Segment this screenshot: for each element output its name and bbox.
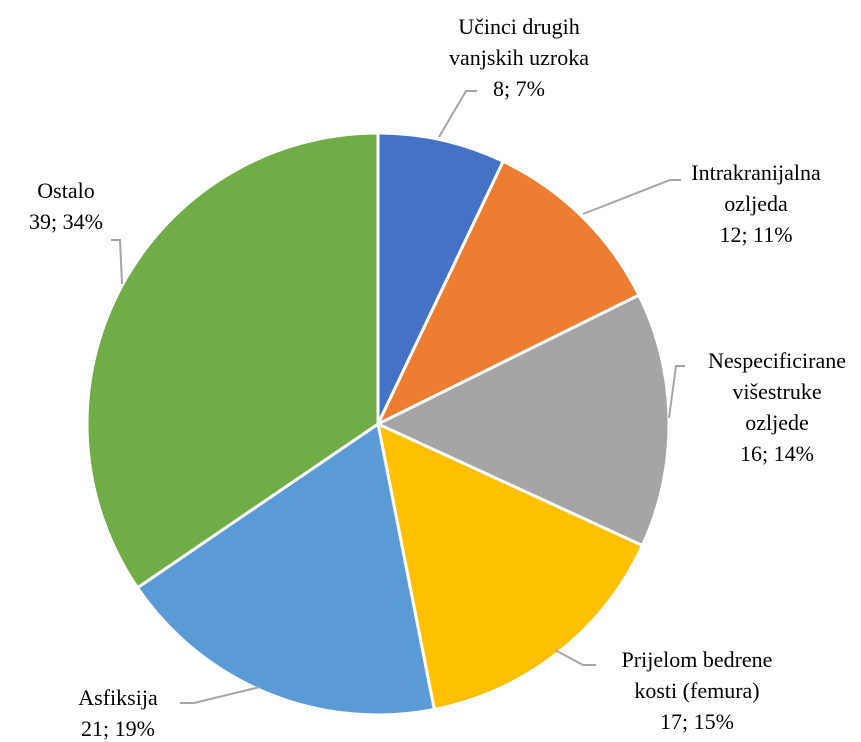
pie-slice-1: [376, 131, 506, 425]
data-label-category-line: ozljede: [745, 410, 809, 435]
leader-lines-layer: [111, 90, 685, 704]
leader-line-5: [180, 686, 261, 704]
data-label-value: 16; 14%: [740, 441, 814, 466]
data-label-category-line: Intrakranijalna: [691, 160, 821, 185]
data-label-4: Prijelom bedrene kosti (femura) 17; 15%: [622, 647, 773, 734]
data-label-value: 21; 19%: [81, 716, 155, 741]
leader-line-2: [582, 179, 681, 215]
data-label-value: 8; 7%: [493, 76, 545, 101]
slices-layer: [85, 131, 671, 717]
data-label-6: Ostalo 39; 34%: [29, 178, 103, 234]
leader-line-3: [668, 365, 685, 419]
data-label-5: Asfiksija 21; 19%: [78, 685, 158, 741]
leader-line-4: [554, 649, 596, 666]
data-labels-layer: Učinci drugih vanjskih uzroka 8; 7% Intrakr…: [29, 14, 846, 741]
data-label-value: 39; 34%: [29, 209, 103, 234]
data-label-value: 17; 15%: [660, 709, 734, 734]
data-label-category-line: Učinci drugih: [458, 14, 580, 39]
data-label-value: 12; 11%: [719, 222, 792, 247]
pie-slice-3: [374, 293, 671, 548]
data-label-1: Učinci drugih vanjskih uzroka 8; 7%: [449, 14, 589, 101]
leader-line-6: [111, 239, 123, 285]
data-label-category-line: Prijelom bedrene: [622, 647, 773, 672]
data-label-category-line: Ostalo: [37, 178, 94, 203]
pie-slice-2: [374, 159, 641, 428]
data-label-3: Nespecificirane višestruke ozljede 16; 14%: [708, 348, 846, 466]
pie-slice-6: [85, 131, 380, 590]
data-label-category-line: Asfiksija: [78, 685, 158, 710]
data-label-category-line: kosti (femura): [634, 678, 759, 703]
pie-slice-5: [135, 421, 437, 717]
data-label-category-line: vanjskih uzroka: [449, 45, 589, 70]
data-label-category-line: višestruke: [732, 379, 821, 404]
leader-line-1: [438, 90, 477, 138]
data-label-category-line: Nespecificirane: [708, 348, 846, 373]
data-label-category-line: ozljeda: [724, 191, 788, 216]
data-label-2: Intrakranijalna ozljeda 12; 11%: [691, 160, 821, 247]
